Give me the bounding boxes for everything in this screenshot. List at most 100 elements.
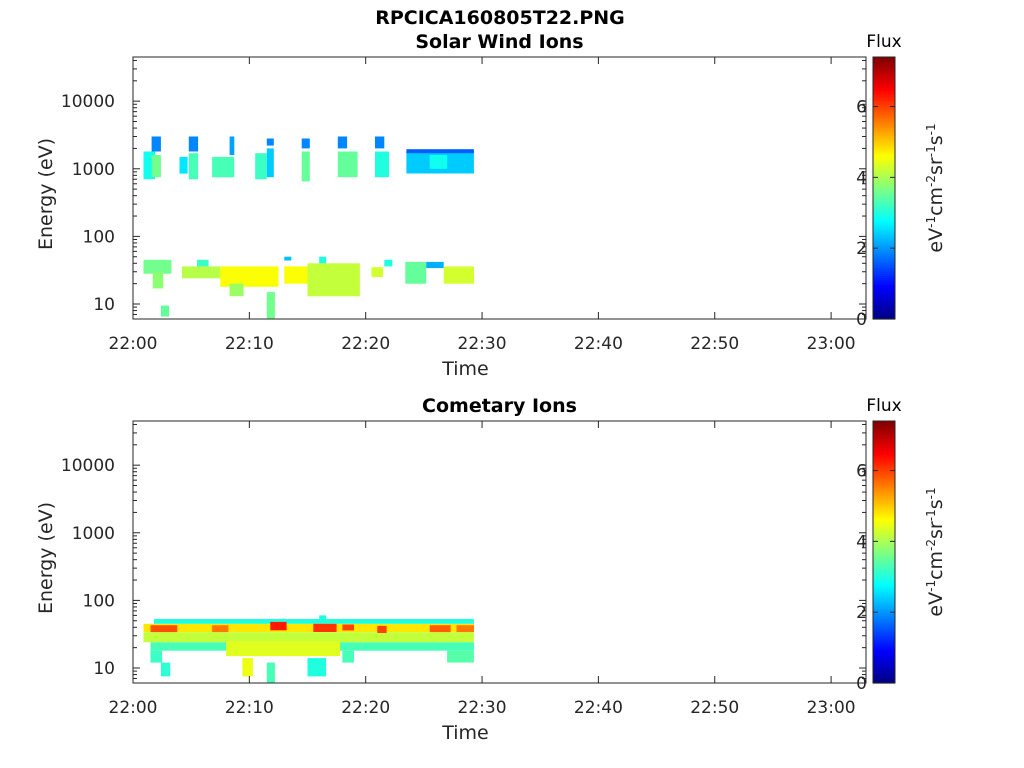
colorbar-segment — [873, 427, 895, 431]
colorbar-segment — [873, 124, 895, 128]
heatmap-cell — [307, 263, 360, 297]
colorbar-segment — [873, 181, 895, 185]
colorbar-segment — [873, 423, 895, 426]
colorbar-segment — [873, 150, 895, 154]
heatmap-cell — [426, 261, 444, 269]
colorbar-segment — [873, 281, 895, 285]
heatmap-cell — [229, 136, 235, 155]
colorbar-segment — [873, 89, 895, 93]
colorbar-segment — [873, 466, 895, 470]
heatmap-cell — [143, 632, 474, 643]
colorbar-segment — [873, 549, 895, 553]
heatmap-cell — [266, 292, 275, 319]
colorbar-tick-label: 0 — [856, 310, 867, 330]
colorbar-segment — [873, 486, 895, 490]
colorbar-segment — [873, 490, 895, 494]
colorbar-segment — [873, 436, 895, 440]
colorbar-segment — [873, 578, 895, 581]
colorbar-segment — [873, 238, 895, 241]
colorbar-segment — [873, 669, 895, 673]
colorbar-segment — [873, 159, 895, 163]
colorbar-segment — [873, 449, 895, 453]
colorbar-segment — [873, 279, 895, 283]
colorbar-segment — [873, 617, 895, 621]
heatmap-cell — [337, 136, 348, 149]
colorbar-segment — [873, 179, 895, 183]
colorbar-label-base: cm — [925, 187, 947, 216]
colorbar-segment — [873, 676, 895, 680]
colorbar-segment — [873, 107, 895, 110]
colorbar-segment — [873, 246, 895, 250]
y-axis-label: Energy (eV) — [35, 138, 57, 250]
colorbar-label-exponent: -1 — [924, 509, 938, 521]
colorbar-segment — [873, 600, 895, 603]
colorbar-segment — [873, 663, 895, 667]
heatmap-cell — [226, 641, 341, 657]
colorbar-segment — [873, 648, 895, 651]
colorbar-segment — [873, 185, 895, 189]
x-tick-label: 22:30 — [458, 334, 507, 354]
colorbar-label-base: s — [925, 499, 947, 509]
colorbar-segment — [873, 512, 895, 516]
colorbar-segment — [873, 650, 895, 654]
heatmap-cell — [242, 658, 253, 677]
heatmap-cell — [313, 623, 337, 632]
colorbar-segment — [873, 571, 895, 575]
colorbar-segment — [873, 65, 895, 69]
colorbar-segment — [873, 643, 895, 647]
colorbar-segment — [873, 565, 895, 568]
y-tick-label: 100 — [83, 227, 115, 247]
plot-frame — [132, 420, 867, 684]
colorbar-segment — [873, 222, 895, 226]
colorbar-segment — [873, 94, 895, 97]
colorbar-segment — [873, 641, 895, 645]
colorbar-segment — [873, 163, 895, 167]
colorbar-segment — [873, 225, 895, 228]
colorbar-segment — [873, 207, 895, 211]
colorbar-segment — [873, 148, 895, 152]
colorbar-segment — [873, 74, 895, 78]
colorbar-segment — [873, 567, 895, 571]
colorbar-segment — [873, 473, 895, 477]
heatmap-cell — [429, 155, 448, 169]
colorbar-segment — [873, 680, 895, 684]
colorbar-segment — [873, 569, 895, 573]
colorbar-segment — [873, 220, 895, 224]
colorbar-segment — [873, 188, 895, 191]
colorbar-segment — [873, 604, 895, 608]
colorbar-segment — [873, 303, 895, 307]
heatmap-cell — [456, 625, 474, 633]
heatmap-cell — [266, 148, 274, 178]
colorbar-label: eV-1cm-2sr-1s-1 — [924, 123, 947, 252]
colorbar-segment — [873, 196, 895, 200]
colorbar-segment — [873, 216, 895, 220]
colorbar-segment — [873, 580, 895, 584]
heatmap-cell — [443, 266, 474, 284]
x-axis-label: Time — [441, 358, 489, 380]
colorbar-segment — [873, 144, 895, 148]
colorbar-segment — [873, 584, 895, 588]
colorbar-label-base: eV — [925, 228, 947, 253]
panel-title: Cometary Ions — [422, 395, 577, 417]
colorbar-segment — [873, 534, 895, 538]
colorbar-segment — [873, 445, 895, 448]
colorbar-segment — [873, 628, 895, 632]
colorbar-segment — [873, 305, 895, 309]
colorbar-segment — [873, 314, 895, 318]
colorbar-segment — [873, 431, 895, 435]
colorbar-segment — [873, 251, 895, 255]
colorbar-segment — [873, 312, 895, 316]
colorbar-segment — [873, 299, 895, 303]
colorbar-segment — [873, 661, 895, 664]
heatmap-cell — [151, 155, 161, 178]
colorbar-segment — [873, 262, 895, 266]
colorbar-segment — [873, 122, 895, 126]
colorbar-segment — [873, 161, 895, 165]
heatmap-cell — [301, 138, 310, 149]
colorbar-segment — [873, 201, 895, 204]
x-tick-label: 22:50 — [690, 334, 739, 354]
colorbar-segment — [873, 652, 895, 656]
colorbar-segment — [873, 275, 895, 279]
colorbar-tick-label: 6 — [856, 98, 867, 118]
